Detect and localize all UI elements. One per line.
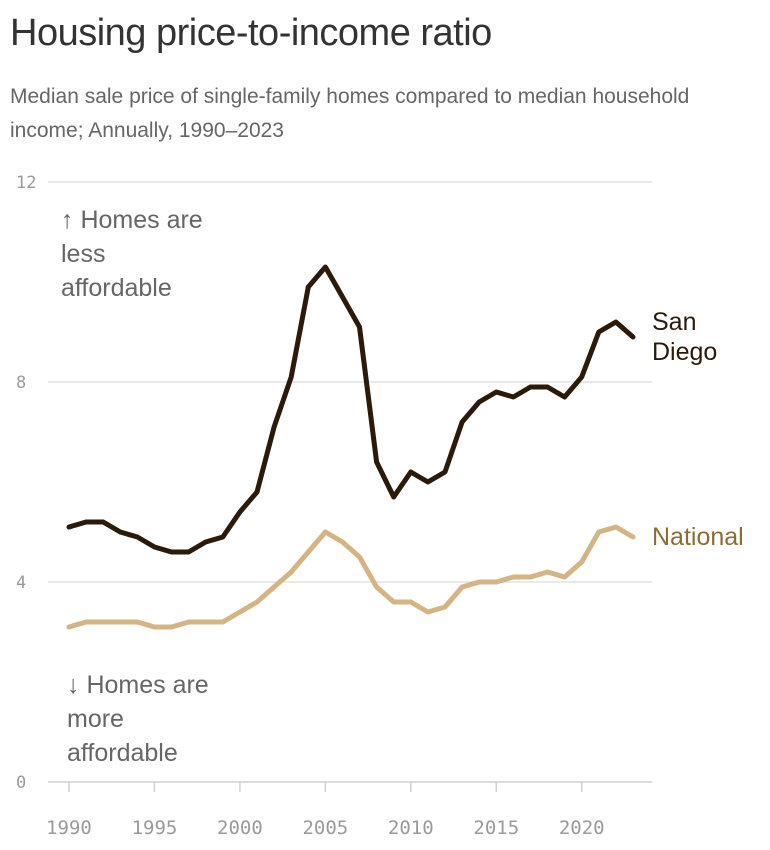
chart-title: Housing price-to-income ratio (10, 12, 492, 54)
y-tick-label: 12 (16, 173, 36, 193)
x-tick-label: 1990 (46, 817, 92, 839)
x-tick-label: 2000 (217, 817, 263, 839)
annotation-less-affordable: affordable (61, 274, 172, 302)
y-tick-label: 8 (16, 373, 26, 393)
y-tick-label: 4 (16, 573, 26, 593)
series-label-san-diego: Diego (652, 338, 717, 366)
series-label-national: National (652, 523, 744, 551)
annotation-more-affordable: more (67, 705, 124, 733)
x-tick-label: 1995 (132, 817, 178, 839)
annotations: ↑ Homes are less affordable ↓ Homes are more… (61, 206, 209, 767)
x-tick-label: 2005 (302, 817, 348, 839)
y-axis-ticks: 0 4 8 12 (16, 173, 36, 793)
chart-subtitle: Median sale price of single-family homes… (10, 85, 690, 142)
annotation-more-affordable: affordable (67, 739, 178, 767)
x-tick-label: 2020 (559, 817, 605, 839)
series-lines (66, 264, 636, 630)
x-axis-ticks: 1990 1995 2000 2005 2010 2015 2020 (46, 782, 605, 839)
x-tick-label: 2015 (473, 817, 519, 839)
gridlines (48, 181, 652, 783)
annotation-less-affordable: less (61, 240, 105, 268)
annotation-more-affordable: ↓ Homes are (67, 671, 209, 699)
annotation-less-affordable: ↑ Homes are (61, 206, 203, 234)
series-line-san-diego (66, 264, 636, 555)
series-label-san-diego: San (652, 308, 696, 336)
x-tick-label: 2010 (388, 817, 434, 839)
y-tick-label: 0 (16, 773, 26, 793)
series-line-national (66, 524, 636, 630)
